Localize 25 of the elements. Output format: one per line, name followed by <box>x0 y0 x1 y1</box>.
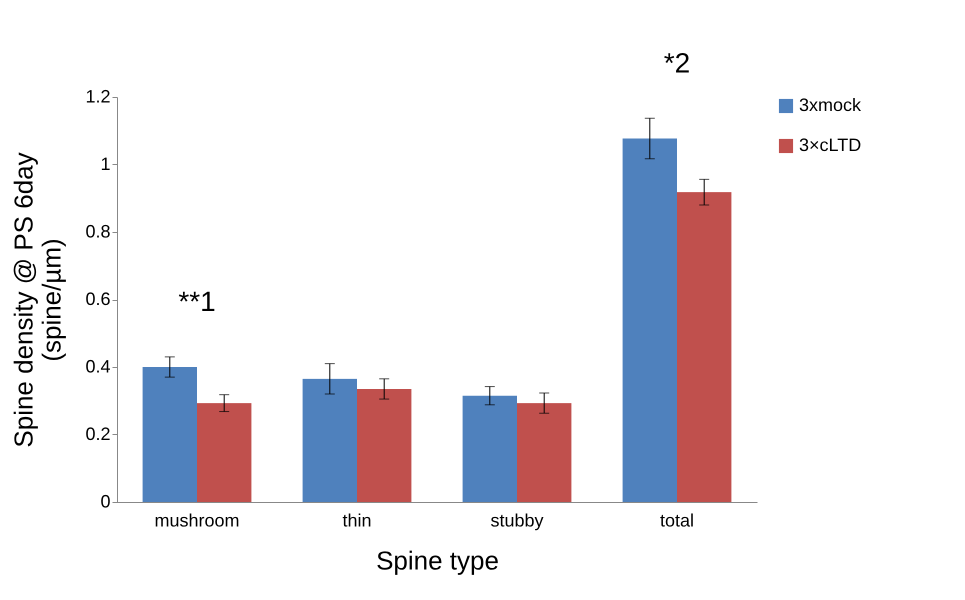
text: *2 <box>664 47 690 78</box>
bar <box>462 396 517 502</box>
bar <box>142 367 197 502</box>
y-tick-label: 0 <box>100 492 110 512</box>
bar <box>517 403 572 502</box>
y-tick-label: 0.6 <box>85 289 110 309</box>
y-tick-label: 0.2 <box>85 424 110 444</box>
x-tick-label: total <box>660 510 694 530</box>
legend-label: 3xmock <box>799 95 862 115</box>
bar <box>302 378 357 502</box>
y-tick-label: 1.2 <box>85 86 110 106</box>
x-tick-label: mushroom <box>154 510 240 530</box>
x-axis-title: Spine type <box>376 546 499 576</box>
bar <box>677 192 732 502</box>
y-tick-label: 0.4 <box>85 356 110 376</box>
y-axis-title: Spine density @ PS 6day (spine/µm) <box>8 152 66 448</box>
y-tick-label: 0.8 <box>85 222 110 242</box>
y-tick-label: 1 <box>100 154 110 174</box>
x-tick-label: stubby <box>490 510 544 530</box>
legend-label: 3×cLTD <box>799 135 862 155</box>
bar <box>622 138 677 502</box>
x-tick-label: thin <box>342 510 372 530</box>
bar <box>197 403 252 502</box>
annotation: **1 <box>178 286 216 317</box>
bar <box>357 388 412 502</box>
